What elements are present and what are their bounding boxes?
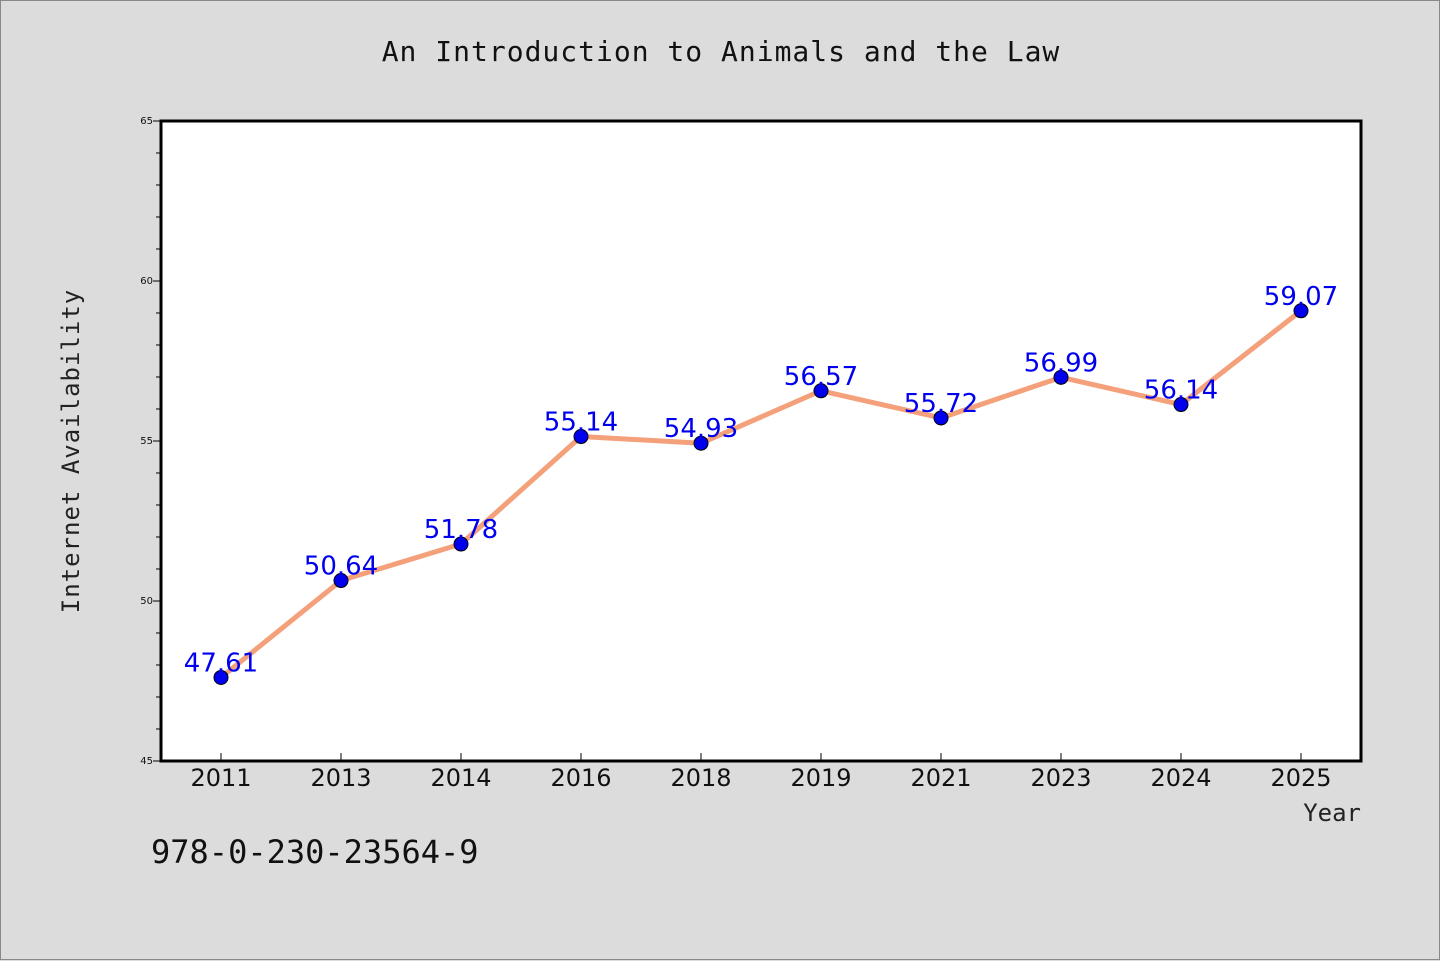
data-point [333,573,349,589]
y-tick-label: 45 [140,756,153,767]
data-label: 55.14 [544,408,618,438]
data-point [573,429,589,445]
data-label: 56.99 [1024,348,1098,378]
y-tick-label: 50 [140,596,153,607]
x-tick-label: 2013 [310,764,371,792]
isbn-footer: 978-0-230-23564-9 [151,833,479,871]
data-label: 55.72 [904,389,978,419]
y-axis: 45 50 55 60 65 [140,116,161,767]
data-point [453,536,469,552]
x-tick-label: 2018 [670,764,731,792]
chart-title: An Introduction to Animals and the Law [381,35,1061,68]
x-axis-label: Year [1303,799,1361,827]
data-point [213,669,229,685]
data-labels: 47.61 50.64 51.78 55.14 54.93 56.57 55.72 56.99… [184,282,1338,679]
x-tick-label: 2016 [550,764,611,792]
data-point [693,435,709,451]
data-label: 51.78 [424,515,498,545]
x-tick-label: 2019 [790,764,851,792]
y-tick-label: 60 [140,276,153,287]
y-tick-label: 65 [140,116,153,127]
x-tick-label: 2023 [1030,764,1091,792]
x-tick-label: 2024 [1150,764,1211,792]
data-point [1173,397,1189,413]
data-label: 54.93 [664,414,738,444]
y-tick-label: 55 [140,436,153,447]
series-markers [213,303,1309,685]
data-point [1293,303,1309,319]
y-axis-label: Internet Availability [57,289,85,613]
data-label: 47.61 [184,648,258,678]
x-tick-label: 2025 [1270,764,1331,792]
data-point [813,383,829,399]
data-label: 56.14 [1144,376,1218,406]
x-axis: 2011 2013 2014 2016 2018 2019 2021 2023 2024 2025 [190,753,1332,792]
data-point [933,410,949,426]
data-label: 50.64 [304,552,378,582]
data-label: 56.57 [784,362,858,392]
x-tick-label: 2021 [910,764,971,792]
x-tick-label: 2011 [190,764,251,792]
data-point [1053,369,1069,385]
plot-area [159,119,1363,763]
x-tick-label: 2014 [430,764,491,792]
data-label: 59.07 [1264,282,1338,312]
series-line [219,308,1303,680]
